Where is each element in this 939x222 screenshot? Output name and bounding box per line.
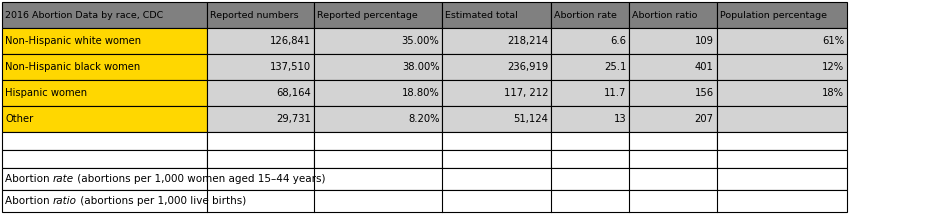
Bar [2,106,207,132]
Bar [207,28,314,54]
Bar [551,150,629,168]
Bar [442,132,551,150]
Bar [2,132,207,150]
Text: 401: 401 [695,62,714,72]
Text: Non-Hispanic black women: Non-Hispanic black women [5,62,140,72]
Text: 218,214: 218,214 [507,36,548,46]
Bar [314,150,442,168]
Bar [629,2,716,28]
Bar [716,54,847,80]
Bar [442,106,551,132]
Bar [2,190,847,212]
Bar [314,80,442,106]
Text: Hispanic women: Hispanic women [5,88,87,98]
Bar [629,150,716,168]
Text: Abortion rate: Abortion rate [554,10,617,20]
Bar [207,2,314,28]
Text: 38.00%: 38.00% [402,62,439,72]
Bar [629,132,716,150]
Bar [716,132,847,150]
Bar [207,80,314,106]
Text: 18.80%: 18.80% [402,88,439,98]
Text: 8.20%: 8.20% [408,114,439,124]
Bar [442,28,551,54]
Bar [551,28,629,54]
Text: 68,164: 68,164 [276,88,311,98]
Text: 12%: 12% [822,62,844,72]
Bar [551,132,629,150]
Bar [551,54,629,80]
Bar [2,2,207,28]
Bar [2,80,207,106]
Bar [314,28,442,54]
Text: Reported numbers: Reported numbers [209,10,299,20]
Text: (abortions per 1,000 live births): (abortions per 1,000 live births) [77,196,246,206]
Text: 156: 156 [695,88,714,98]
Text: Population percentage: Population percentage [719,10,826,20]
Bar [314,106,442,132]
Text: Non-Hispanic white women: Non-Hispanic white women [5,36,141,46]
Text: 126,841: 126,841 [269,36,311,46]
Text: 18%: 18% [823,88,844,98]
Bar [2,54,207,80]
Bar [442,54,551,80]
Bar [314,132,442,150]
Bar [629,28,716,54]
Bar [442,80,551,106]
Bar [551,80,629,106]
Bar [716,28,847,54]
Bar [716,150,847,168]
Bar [551,106,629,132]
Bar [2,150,207,168]
Bar [629,106,716,132]
Text: 236,919: 236,919 [507,62,548,72]
Text: 117, 212: 117, 212 [504,88,548,98]
Bar [207,132,314,150]
Bar [551,2,629,28]
Text: 51,124: 51,124 [514,114,548,124]
Text: Abortion: Abortion [5,196,53,206]
Text: 35.00%: 35.00% [402,36,439,46]
Text: 29,731: 29,731 [276,114,311,124]
Text: 61%: 61% [822,36,844,46]
Bar [442,150,551,168]
Text: Abortion ratio: Abortion ratio [632,10,698,20]
Text: 109: 109 [695,36,714,46]
Text: 137,510: 137,510 [269,62,311,72]
Text: 207: 207 [695,114,714,124]
Text: 2016 Abortion Data by race, CDC: 2016 Abortion Data by race, CDC [5,10,163,20]
Bar [2,28,207,54]
Bar [716,80,847,106]
Bar [207,54,314,80]
Text: 25.1: 25.1 [604,62,626,72]
Bar [314,54,442,80]
Bar [442,2,551,28]
Bar [207,150,314,168]
Text: rate: rate [53,174,74,184]
Bar [716,2,847,28]
Text: Reported percentage: Reported percentage [316,10,418,20]
Bar [629,80,716,106]
Bar [2,168,847,190]
Text: Other: Other [5,114,33,124]
Text: (abortions per 1,000 women aged 15–44 years): (abortions per 1,000 women aged 15–44 ye… [74,174,326,184]
Bar [207,106,314,132]
Bar [716,106,847,132]
Text: Abortion: Abortion [5,174,53,184]
Bar [629,54,716,80]
Text: 11.7: 11.7 [604,88,626,98]
Bar [314,2,442,28]
Text: 13: 13 [613,114,626,124]
Text: 6.6: 6.6 [610,36,626,46]
Text: Estimated total: Estimated total [445,10,518,20]
Text: ratio: ratio [53,196,77,206]
